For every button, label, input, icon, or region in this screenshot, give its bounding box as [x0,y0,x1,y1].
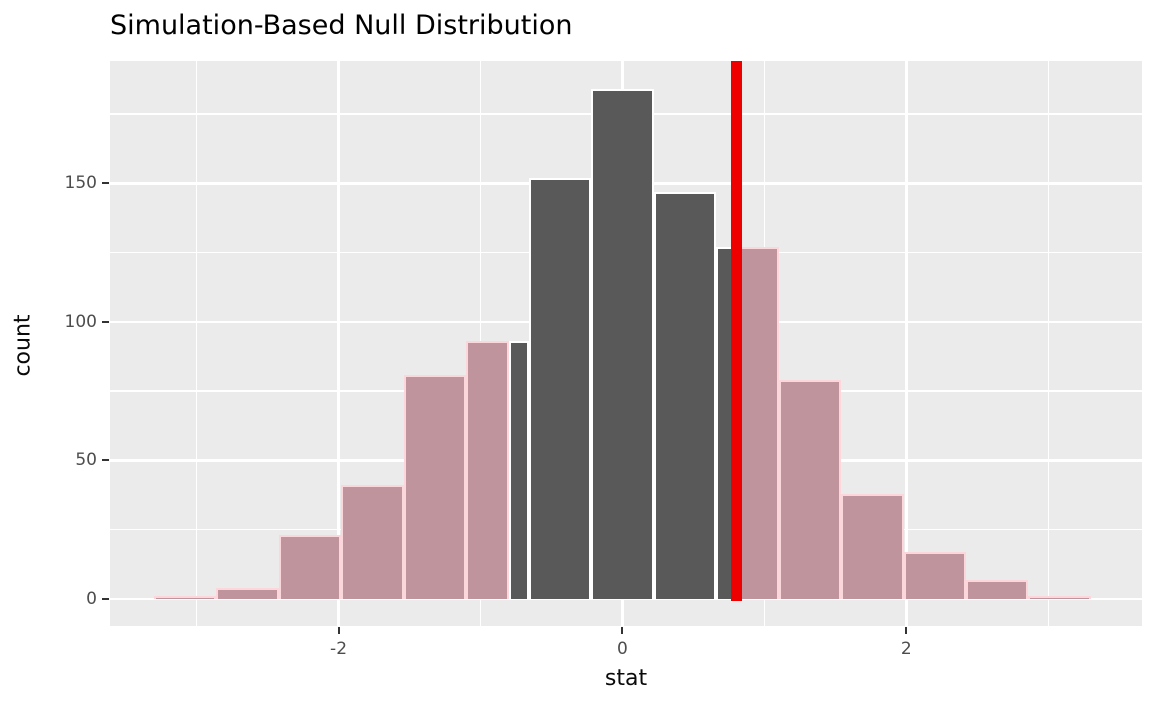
x-major-gridline [905,61,908,626]
histogram-bar-shaded [278,535,342,600]
histogram-bar-shaded [778,380,842,600]
plot-panel [110,61,1142,626]
y-axis-title: count [10,314,36,377]
histogram-bar-shaded [341,485,404,600]
y-tick-mark [102,598,109,601]
x-tick-mark [905,627,908,634]
observed-stat-line [730,61,742,602]
x-tick-mark [621,627,624,634]
y-tick-label: 0 [86,589,97,610]
y-tick-label: 100 [64,311,97,332]
histogram-bar-shaded [403,374,467,600]
histogram-bar [508,341,529,600]
histogram-bar-shaded [466,341,509,600]
x-tick-label: 0 [617,639,628,659]
histogram-bar-shaded [903,551,966,600]
y-tick-label: 150 [64,173,97,194]
y-tick-mark [102,320,109,323]
x-minor-gridline [195,61,198,626]
y-tick-mark [102,459,109,462]
y-tick-mark [102,182,109,185]
histogram-bar-shaded [216,588,279,600]
x-minor-gridline [1047,61,1049,626]
x-major-gridline [337,61,340,626]
histogram-bar [591,89,654,600]
histogram-bar [528,177,592,600]
histogram-bar-shaded [736,247,779,600]
x-tick-label: -2 [330,639,348,659]
y-tick-label: 50 [75,450,97,471]
histogram-bar-shaded [841,493,904,600]
x-tick-mark [337,627,340,634]
histogram-bar-shaded [1028,596,1091,600]
histogram-bar-shaded [965,579,1029,600]
y-major-gridline [110,597,1142,601]
histogram-bar [653,191,717,600]
x-tick-label: 2 [900,639,912,659]
plot-title: Simulation-Based Null Distribution [110,10,573,41]
x-axis-title: stat [604,666,648,691]
histogram-bar-shaded [154,596,217,600]
